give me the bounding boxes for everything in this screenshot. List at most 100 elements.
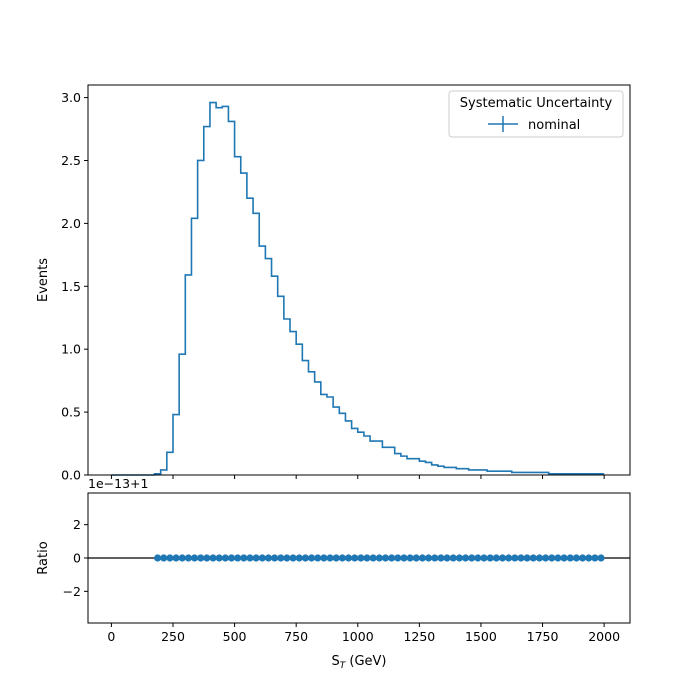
main-y-axis-label: Events bbox=[36, 258, 51, 302]
ratio-x-axis-label: ST (GeV) bbox=[331, 654, 386, 671]
ratio-y-tick-label: −2 bbox=[63, 584, 81, 599]
ratio-point bbox=[307, 554, 316, 562]
ratio-point bbox=[585, 554, 593, 562]
ratio-point bbox=[542, 554, 550, 562]
main-axes-frame bbox=[87, 84, 631, 476]
main-y-tick-label: 3.0 bbox=[61, 90, 81, 105]
ratio-point bbox=[381, 554, 390, 562]
ratio-point bbox=[554, 554, 562, 562]
ratio-point bbox=[252, 554, 260, 562]
ratio-point bbox=[215, 554, 223, 562]
ratio-y-tick-label: 0 bbox=[73, 551, 81, 566]
main-y-tick-label: 1.5 bbox=[61, 279, 81, 294]
ratio-point bbox=[246, 554, 254, 562]
ratio-point bbox=[548, 554, 556, 562]
ratio-x-tick-label: 0 bbox=[107, 629, 115, 644]
ratio-point bbox=[344, 554, 353, 562]
ratio-y-ticks: −2 0 2 bbox=[63, 517, 88, 599]
ratio-point bbox=[486, 554, 494, 562]
ratio-point bbox=[172, 554, 180, 562]
ratio-point bbox=[517, 554, 525, 562]
ratio-point bbox=[461, 554, 470, 562]
ratio-point bbox=[184, 554, 192, 562]
ratio-point bbox=[375, 554, 383, 562]
ratio-point bbox=[449, 554, 457, 562]
ratio-point bbox=[498, 554, 507, 562]
main-y-tick-label: 0.5 bbox=[61, 405, 81, 420]
ratio-point bbox=[369, 554, 377, 562]
ratio-point bbox=[209, 554, 217, 562]
ratio-x-tick-label: 1000 bbox=[342, 629, 374, 644]
ratio-point bbox=[190, 554, 199, 562]
ratio-x-tick-label: 2000 bbox=[588, 629, 620, 644]
ratio-point bbox=[535, 554, 544, 562]
ratio-point bbox=[511, 554, 519, 562]
main-y-tick-label: 2.5 bbox=[61, 153, 81, 168]
main-y-ticks: 0.0 0.5 1.0 1.5 2.0 2.5 3.0 bbox=[61, 90, 88, 483]
ratio-x-tick-label: 1500 bbox=[465, 629, 497, 644]
ratio-y-axis-label: Ratio bbox=[36, 541, 51, 574]
ratio-x-tick-label: 250 bbox=[161, 629, 185, 644]
ratio-point bbox=[578, 554, 587, 562]
ratio-point bbox=[529, 554, 537, 562]
ratio-point bbox=[394, 554, 402, 562]
ratio-point bbox=[474, 554, 482, 562]
ratio-point bbox=[166, 554, 174, 562]
ratio-point bbox=[320, 554, 328, 562]
ratio-plot-area bbox=[88, 554, 630, 562]
ratio-point bbox=[418, 554, 427, 562]
ratio-point bbox=[492, 554, 500, 562]
ratio-point bbox=[295, 554, 303, 562]
ratio-x-ticks: 0 250 500 750 1000 1250 1500 1750 2000 bbox=[107, 623, 620, 644]
legend-box bbox=[448, 90, 624, 138]
ratio-point bbox=[258, 554, 266, 562]
ratio-point bbox=[289, 554, 297, 562]
ratio-point bbox=[560, 554, 568, 562]
ratio-point bbox=[203, 554, 211, 562]
ratio-point bbox=[425, 554, 433, 562]
ratio-point bbox=[437, 554, 445, 562]
ratio-point bbox=[591, 554, 599, 562]
ratio-point bbox=[597, 554, 605, 562]
ratio-point bbox=[338, 554, 346, 562]
ratio-point bbox=[227, 554, 236, 562]
ratio-point bbox=[505, 554, 513, 562]
ratio-point bbox=[357, 554, 365, 562]
legend-marker bbox=[488, 116, 518, 132]
ratio-point bbox=[412, 554, 420, 562]
ratio-axes-frame bbox=[87, 492, 631, 624]
ratio-point bbox=[271, 554, 279, 562]
main-x-ticks bbox=[110, 475, 605, 479]
ratio-y-tick-label: 2 bbox=[73, 517, 81, 532]
ratio-point bbox=[480, 554, 488, 562]
ratio-point bbox=[240, 554, 248, 562]
ratio-point bbox=[400, 554, 408, 562]
series-nominal-step-line bbox=[111, 101, 605, 476]
ratio-point bbox=[283, 554, 291, 562]
ratio-point bbox=[455, 554, 463, 562]
legend: Systematic Uncertainty nominal bbox=[448, 90, 624, 138]
main-y-tick-label: 2.0 bbox=[61, 216, 81, 231]
ratio-offset-label: 1e−13+1 bbox=[88, 476, 148, 491]
ratio-point bbox=[332, 554, 340, 562]
ratio-point bbox=[154, 554, 162, 562]
ratio-point bbox=[160, 554, 168, 562]
ratio-point bbox=[234, 554, 242, 562]
ratio-point bbox=[221, 554, 229, 562]
ratio-point bbox=[431, 554, 439, 562]
ratio-point bbox=[523, 554, 531, 562]
ratio-x-tick-label: 1250 bbox=[403, 629, 435, 644]
ratio-point bbox=[326, 554, 334, 562]
ratio-point bbox=[301, 554, 310, 562]
ratio-point bbox=[363, 554, 371, 562]
legend-title: Systematic Uncertainty bbox=[460, 96, 613, 111]
ratio-point bbox=[264, 554, 273, 562]
ratio-point bbox=[351, 554, 359, 562]
ratio-point bbox=[572, 554, 581, 562]
ratio-point bbox=[178, 554, 186, 562]
ratio-x-tick-label: 750 bbox=[284, 629, 308, 644]
ratio-point bbox=[468, 554, 476, 562]
ratio-point bbox=[388, 554, 396, 562]
ratio-point bbox=[197, 554, 205, 562]
